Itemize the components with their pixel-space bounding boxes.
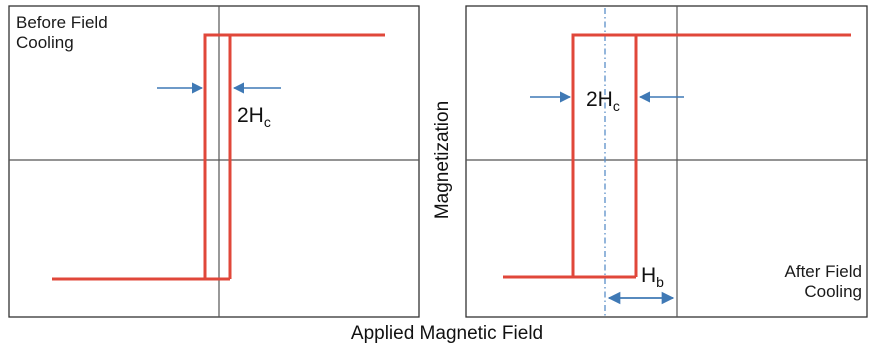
hysteresis-loop-left [52,33,385,281]
coercivity-label-right: 2Hc [586,88,620,114]
y-axis-label: Magnetization [432,101,453,219]
panel-before-field-cooling: 2Hc [8,5,420,318]
caption-after-field-cooling: After Field Cooling [785,262,862,302]
panel-frame-left [8,5,420,318]
panel-after-field-cooling: 2Hc Hb [465,5,868,318]
hysteresis-loop-right [503,33,851,279]
coercivity-label-left: 2Hc [237,104,271,130]
bias-label: Hb [641,264,664,290]
caption-line-2: Cooling [16,33,74,52]
caption-line-1: Before Field [16,13,108,32]
caption-line-1: After Field [784,262,862,281]
caption-before-field-cooling: Before Field Cooling [16,13,108,53]
x-axis-label: Applied Magnetic Field [351,323,543,344]
caption-line-2: Cooling [804,282,862,301]
panel-frame-right [465,5,868,318]
